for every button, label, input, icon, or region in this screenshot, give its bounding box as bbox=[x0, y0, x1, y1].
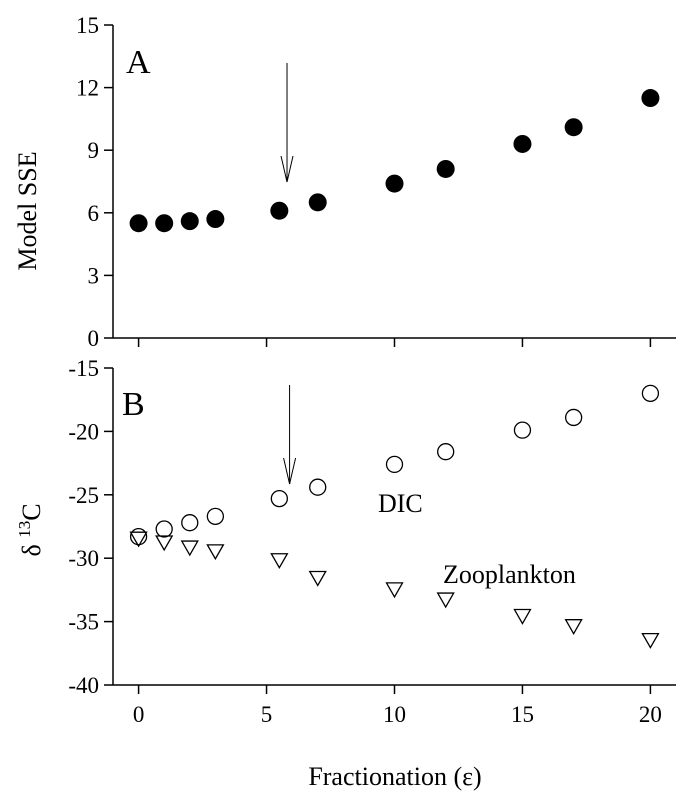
zooplankton-point bbox=[564, 619, 583, 635]
series-label-dic: DIC bbox=[378, 489, 423, 518]
panel-a-point bbox=[513, 134, 532, 153]
panel-a-y-tick-label: 3 bbox=[88, 263, 100, 288]
x-axis-title: Fractionation (ε) bbox=[308, 762, 481, 791]
panel-b-data-points bbox=[129, 384, 660, 649]
panel-b-y-tick-label: -35 bbox=[68, 610, 99, 635]
panel-b-x-tick-label: 20 bbox=[639, 702, 662, 727]
zooplankton-point bbox=[180, 540, 199, 557]
dic-point bbox=[129, 527, 148, 546]
panel-a: 0 3 6 9 12 15 A Model SSE bbox=[13, 13, 676, 351]
panel-b-y-axis-title: δ 13C bbox=[15, 503, 46, 556]
panel-a-point bbox=[385, 174, 404, 193]
dic-point bbox=[437, 443, 455, 461]
panel-a-y-tick-label: 6 bbox=[88, 201, 100, 226]
panel-b-x-tick-label: 0 bbox=[133, 702, 145, 727]
zooplankton-point bbox=[641, 632, 660, 649]
dic-point bbox=[309, 478, 327, 496]
panel-b-y-tick-label: -30 bbox=[68, 546, 99, 571]
y-axis-title-prefix: δ bbox=[17, 538, 46, 557]
panel-a-point bbox=[436, 159, 455, 178]
dic-point bbox=[641, 384, 660, 403]
panel-b-arrow-head bbox=[283, 457, 297, 485]
dic-point bbox=[155, 520, 173, 538]
panel-a-point bbox=[206, 210, 225, 229]
panel-a-arrow bbox=[280, 63, 294, 183]
panel-b-y-tick-label: -40 bbox=[68, 673, 99, 698]
panel-a-data-points bbox=[129, 63, 660, 233]
panel-b-axes: -15 -20 -25 -30 -35 -40 0 5 10 15 20 bbox=[68, 356, 676, 727]
panel-b-y-tick-label: -25 bbox=[68, 483, 99, 508]
panel-a-point bbox=[129, 214, 148, 233]
panel-a-arrow-head bbox=[280, 155, 294, 183]
dic-point bbox=[181, 514, 199, 532]
dic-point bbox=[206, 507, 225, 526]
panel-a-point bbox=[641, 89, 660, 108]
dic-point bbox=[385, 455, 404, 474]
panel-a-point bbox=[564, 118, 583, 137]
panel-a-point bbox=[155, 214, 174, 233]
zooplankton-point bbox=[513, 608, 532, 625]
zooplankton-point bbox=[436, 592, 455, 609]
panel-a-y-tick-label: 9 bbox=[88, 138, 100, 163]
zooplankton-point bbox=[385, 582, 404, 599]
panel-a-y-tick-label: 12 bbox=[76, 76, 99, 101]
panel-b-letter: B bbox=[122, 386, 145, 423]
zooplankton-point bbox=[129, 531, 148, 548]
panel-a-letter: A bbox=[126, 44, 151, 81]
panel-a-point bbox=[308, 193, 327, 212]
panel-a-point bbox=[270, 201, 289, 220]
y-axis-title-superscript: 13 bbox=[15, 521, 34, 538]
panel-a-axes: 0 3 6 9 12 15 bbox=[76, 13, 676, 351]
panel-b-arrow bbox=[283, 385, 297, 485]
zooplankton-point bbox=[155, 535, 174, 552]
zooplankton-point bbox=[206, 544, 225, 561]
zooplankton-point bbox=[270, 553, 289, 570]
panel-b-y-tick-label: -15 bbox=[68, 356, 99, 381]
dic-point bbox=[270, 489, 288, 508]
zooplankton-point bbox=[308, 570, 327, 587]
series-label-zooplankton: Zooplankton bbox=[443, 560, 576, 589]
panel-a-y-axis-title: Model SSE bbox=[13, 151, 42, 270]
panel-a-y-tick-label: 0 bbox=[88, 326, 100, 351]
panel-b-x-tick-label: 10 bbox=[383, 702, 406, 727]
dic-point bbox=[564, 408, 583, 427]
panel-a-y-tick-label: 15 bbox=[76, 13, 99, 38]
panel-b-x-tick-label: 5 bbox=[261, 702, 273, 727]
dic-point bbox=[513, 421, 532, 439]
y-axis-title-suffix: C bbox=[17, 503, 46, 520]
panel-a-point bbox=[180, 212, 199, 231]
panel-b-x-tick-label: 15 bbox=[511, 702, 534, 727]
panel-b: -15 -20 -25 -30 -35 -40 0 5 10 15 20 B δ 13C DIC Z… bbox=[15, 356, 676, 791]
panel-b-y-tick-label: -20 bbox=[68, 419, 99, 444]
